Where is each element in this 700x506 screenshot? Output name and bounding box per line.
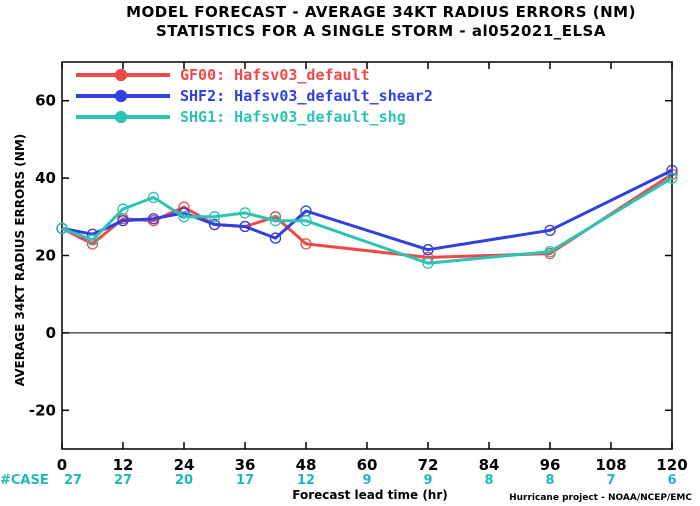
- legend-label: SHG1: Hafsv03_default_shg: [180, 108, 406, 126]
- x-tick-label: 36: [235, 456, 256, 474]
- legend-swatch-marker: [114, 89, 128, 103]
- x-tick-label: 24: [174, 456, 195, 474]
- series-group: [56, 164, 678, 269]
- series-2: [56, 172, 678, 269]
- x-tick-label: 48: [296, 456, 317, 474]
- case-counts: #CASE 27 27 20 17 12 9 9 8 8 7 6: [0, 473, 677, 488]
- case-label: #CASE: [0, 473, 49, 488]
- case-count: 12: [297, 473, 315, 488]
- series-point: [86, 234, 99, 246]
- legend-item: SHG1: Hafsv03_default_shg: [76, 108, 406, 126]
- case-count: 17: [236, 473, 254, 488]
- case-count: 8: [545, 473, 554, 488]
- y-tick-label: -20: [29, 401, 56, 419]
- series-point: [422, 244, 434, 256]
- x-tick-label: 120: [656, 456, 687, 474]
- series-point: [300, 238, 312, 250]
- x-tick-label: 12: [113, 456, 134, 474]
- series-point: [300, 215, 312, 227]
- legend-swatch-marker: [114, 110, 128, 124]
- x-tick-label: 108: [595, 456, 626, 474]
- y-tick-label: 40: [35, 169, 56, 187]
- chart-subtitle: STATISTICS FOR A SINGLE STORM - al052021…: [156, 22, 606, 40]
- case-count: 7: [606, 473, 615, 488]
- series-point: [666, 164, 678, 177]
- series-point: [147, 213, 160, 225]
- legend-swatch-marker: [114, 68, 128, 82]
- case-count: 9: [423, 473, 432, 488]
- series-point: [208, 218, 221, 231]
- series-point: [117, 215, 129, 227]
- series-point: [422, 257, 434, 269]
- case-count: 20: [175, 473, 193, 488]
- y-axis-ticks: -20 0 20 40 60: [29, 92, 672, 419]
- case-count: 9: [362, 473, 371, 488]
- series-point: [269, 232, 282, 244]
- series-point: [178, 211, 190, 223]
- series-point: [117, 203, 129, 215]
- x-tick-label: 60: [357, 456, 378, 474]
- series-point: [239, 220, 251, 233]
- series-point: [269, 215, 282, 227]
- series-line: [61, 176, 673, 265]
- case-count: 27: [64, 473, 82, 488]
- x-axis-ticks: 0 12 24 36 48 60 72 84 96 108 120: [57, 62, 688, 474]
- series-point: [147, 191, 160, 204]
- x-tick-label: 72: [418, 456, 439, 474]
- y-tick-label: 60: [35, 92, 56, 110]
- credit-text: Hurricane project - NOAA/NCEP/EMC: [509, 493, 692, 503]
- x-tick-label: 96: [540, 456, 561, 474]
- legend: GF00: Hafsv03_default SHF2: Hafsv03_defau…: [76, 66, 433, 126]
- y-tick-label: 0: [46, 324, 56, 342]
- case-count: 8: [484, 473, 493, 488]
- legend-label: SHF2: Hafsv03_default_shear2: [180, 87, 433, 105]
- y-tick-label: 20: [35, 247, 56, 265]
- series-point: [544, 224, 556, 236]
- legend-label: GF00: Hafsv03_default: [180, 66, 370, 84]
- case-count: 6: [667, 473, 676, 488]
- chart-title: MODEL FORECAST - AVERAGE 34KT RADIUS ERR…: [126, 3, 636, 21]
- legend-item: SHF2: Hafsv03_default_shear2: [76, 87, 433, 105]
- series-line: [61, 169, 673, 252]
- x-axis-label: Forecast lead time (hr): [292, 488, 448, 502]
- series-point: [56, 222, 68, 235]
- x-tick-label: 84: [479, 456, 500, 474]
- series-point: [239, 207, 251, 219]
- y-axis-label: AVERAGE 34KT RADIUS ERRORS (NM): [13, 134, 27, 386]
- series-point: [544, 245, 556, 258]
- legend-item: GF00: Hafsv03_default: [76, 66, 370, 84]
- series-point: [208, 211, 221, 223]
- series-point: [666, 172, 678, 184]
- x-tick-label: 0: [57, 456, 67, 474]
- case-count: 27: [114, 473, 132, 488]
